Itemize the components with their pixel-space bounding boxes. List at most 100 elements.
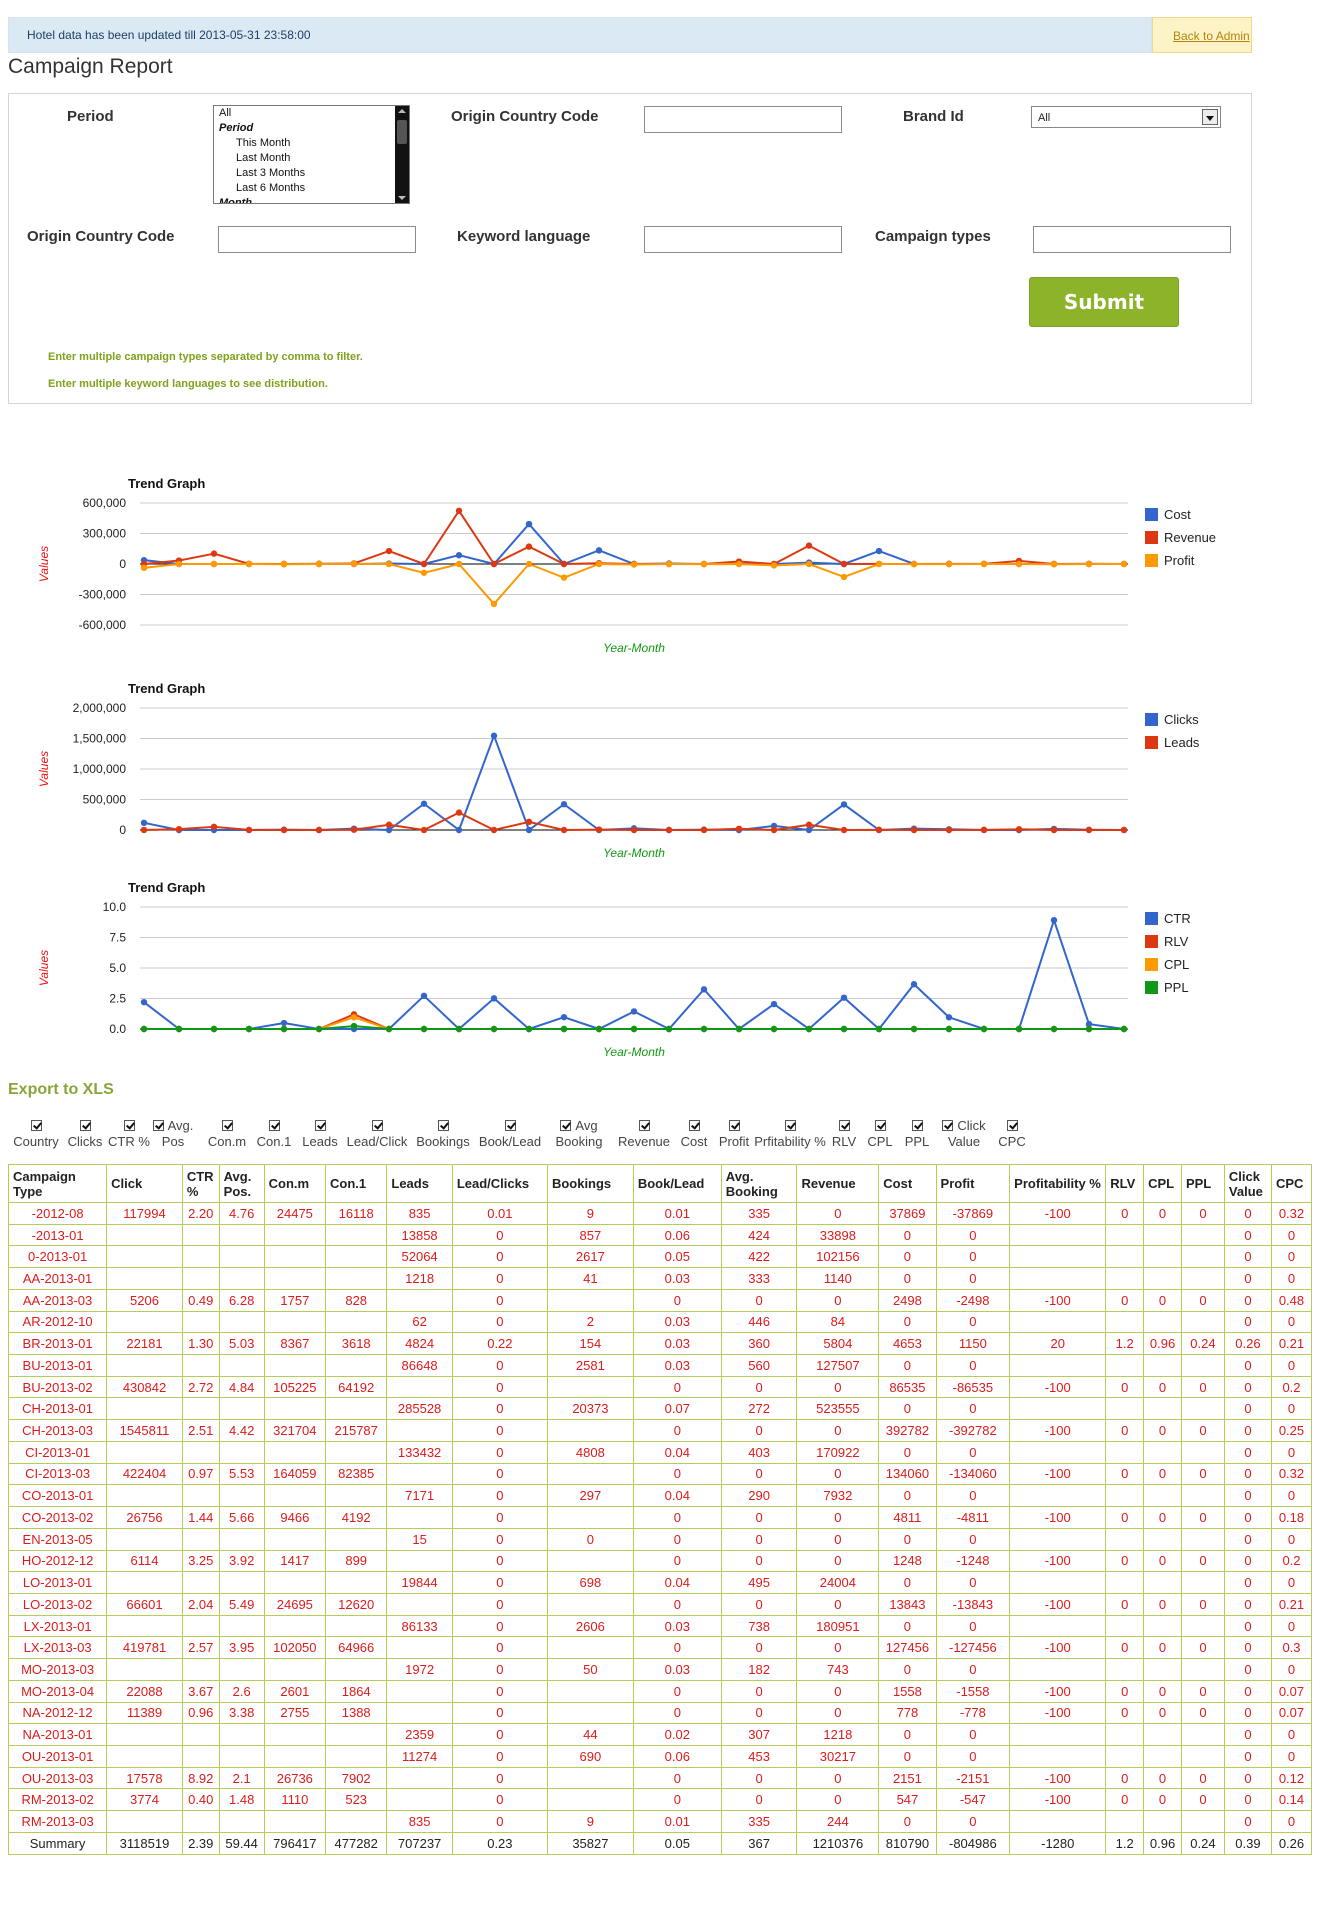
checkbox-checked-icon[interactable]: [371, 1120, 383, 1131]
table-cell: 0: [720, 1527, 798, 1551]
column-toggle-prefix: Avg.: [167, 1118, 194, 1133]
column-toggle[interactable]: CPC: [972, 1118, 1052, 1150]
column-toggle-label: RLV: [831, 1134, 857, 1149]
checkbox-checked-icon[interactable]: [838, 1120, 850, 1131]
campaign-type-cell: CI-2013-01: [7, 1440, 108, 1464]
table-cell: 12620: [325, 1592, 388, 1616]
checkbox-checked-icon[interactable]: [688, 1120, 700, 1131]
column-toggle[interactable]: Con.1: [234, 1118, 314, 1150]
checkbox-checked-icon[interactable]: [504, 1120, 516, 1131]
checkbox-checked-icon[interactable]: [79, 1120, 91, 1131]
period-option[interactable]: This Month: [236, 137, 291, 149]
table-cell: 0: [935, 1571, 1011, 1594]
column-toggle[interactable]: RLV: [804, 1118, 884, 1150]
table-row: RM-2013-02 3774 0.40 1.48 1110 523 0 0 0 0 547 -547…: [7, 1788, 1313, 1812]
data-point-ppl: [175, 1025, 183, 1033]
column-toggle[interactable]: Con.m: [187, 1118, 267, 1150]
period-option[interactable]: Last 6 Months: [236, 182, 306, 194]
column-toggle[interactable]: Cost: [654, 1118, 734, 1150]
column-toggle[interactable]: Revenue: [604, 1118, 684, 1150]
period-scrollbar[interactable]: [395, 106, 409, 203]
checkbox-checked-icon[interactable]: [560, 1120, 572, 1131]
period-option[interactable]: Period: [219, 122, 254, 134]
column-toggle[interactable]: Avg. Pos: [133, 1118, 213, 1150]
checkbox-checked-icon[interactable]: [152, 1120, 164, 1131]
origin-country-code-input-2[interactable]: [218, 226, 416, 253]
checkbox-checked-icon[interactable]: [30, 1120, 42, 1131]
data-point-clicks: [595, 826, 603, 834]
campaign-type-cell: 0-2013-01: [7, 1245, 108, 1269]
data-point-clicks: [875, 826, 883, 834]
table-cell: 0: [1270, 1658, 1313, 1681]
scroll-up-icon[interactable]: [398, 109, 406, 113]
column-toggle[interactable]: Bookings: [403, 1118, 483, 1150]
column-header: Leads: [386, 1164, 453, 1203]
column-toggle[interactable]: Click Value: [924, 1118, 1004, 1150]
table-cell: 0: [1223, 1202, 1272, 1225]
checkbox-checked-icon[interactable]: [221, 1120, 233, 1131]
column-toggle[interactable]: Prfitability %: [750, 1118, 830, 1150]
checkbox-checked-icon[interactable]: [638, 1120, 650, 1131]
keyword-language-input[interactable]: [644, 226, 842, 253]
table-row: LX-2013-03 419781 2.57 3.95 102050 64966 0 0 0 0 1…: [7, 1636, 1313, 1660]
table-row: AA-2013-01 1218 0 41 0.03 333 1140 0 0 0 0: [7, 1267, 1313, 1290]
data-point-rlv: [490, 1025, 498, 1033]
checkbox-checked-icon[interactable]: [1006, 1120, 1018, 1131]
period-option[interactable]: Last Month: [236, 152, 291, 164]
table-cell: 0: [1143, 1375, 1182, 1399]
checkbox-checked-icon[interactable]: [728, 1120, 740, 1131]
table-cell: [1009, 1440, 1107, 1464]
table-cell: [1009, 1267, 1107, 1290]
table-cell: 523555: [796, 1397, 880, 1421]
table-cell: 127507: [796, 1354, 880, 1377]
campaign-type-cell: BU-2013-01: [7, 1354, 108, 1377]
campaign-types-hint: Enter multiple campaign types separated …: [48, 351, 363, 363]
table-cell: 0.26: [1223, 1332, 1272, 1356]
period-option[interactable]: All: [219, 107, 232, 119]
table-cell: [1143, 1440, 1182, 1464]
column-toggle[interactable]: Avg Booking: [539, 1118, 619, 1150]
scroll-thumb[interactable]: [397, 120, 407, 144]
column-toggle[interactable]: Lead/Click: [337, 1118, 417, 1150]
chevron-down-icon[interactable]: [1202, 109, 1218, 125]
brand-id-select[interactable]: All: [1031, 106, 1221, 128]
scroll-down-icon[interactable]: [398, 196, 406, 200]
checkbox-checked-icon[interactable]: [268, 1120, 280, 1131]
data-point-leads: [665, 826, 673, 834]
column-toggle[interactable]: Leads: [280, 1118, 360, 1150]
submit-button[interactable]: Submit: [1029, 277, 1179, 327]
table-cell: 0: [1223, 1723, 1272, 1746]
checkbox-checked-icon[interactable]: [874, 1120, 886, 1131]
column-toggle[interactable]: Book/Lead: [470, 1118, 550, 1150]
table-cell: 0: [1143, 1419, 1182, 1442]
column-toggle[interactable]: Profit: [694, 1118, 774, 1150]
campaign-types-input[interactable]: [1033, 226, 1231, 253]
checkbox-checked-icon[interactable]: [123, 1120, 135, 1131]
checkbox-checked-icon[interactable]: [911, 1120, 923, 1131]
table-cell: 0.49: [181, 1288, 220, 1312]
back-to-admin-link[interactable]: Back to Admin: [1173, 29, 1250, 43]
table-cell: 0: [1223, 1397, 1272, 1421]
column-toggle[interactable]: CPL: [840, 1118, 920, 1150]
checkbox-checked-icon[interactable]: [784, 1120, 796, 1131]
column-toggle[interactable]: PPL: [877, 1118, 957, 1150]
column-toggle[interactable]: CTR %: [89, 1118, 169, 1150]
column-toggle-prefix: Avg: [575, 1118, 598, 1133]
column-toggle[interactable]: Clicks: [45, 1118, 125, 1150]
origin-country-code-input[interactable]: [644, 106, 842, 133]
summary-cell: 0.39: [1223, 1831, 1272, 1855]
period-option[interactable]: Last 3 Months: [236, 167, 306, 179]
period-option[interactable]: Month: [219, 197, 252, 204]
column-toggle[interactable]: Country: [0, 1118, 76, 1150]
legend-label: Clicks: [1164, 712, 1199, 727]
data-point-leads: [1015, 826, 1023, 833]
table-cell: 307: [720, 1723, 798, 1746]
export-to-xls-link[interactable]: Export to XLS: [8, 1081, 114, 1098]
campaign-type-cell: CH-2013-03: [7, 1419, 108, 1442]
checkbox-checked-icon[interactable]: [437, 1120, 449, 1131]
checkbox-checked-icon[interactable]: [314, 1120, 326, 1131]
period-listbox[interactable]: All Period This Month Last Month Last 3 Mont…: [213, 105, 410, 204]
checkbox-checked-icon[interactable]: [942, 1120, 954, 1131]
table-cell: 0: [1223, 1375, 1272, 1399]
data-point-ppl: [315, 1025, 323, 1033]
